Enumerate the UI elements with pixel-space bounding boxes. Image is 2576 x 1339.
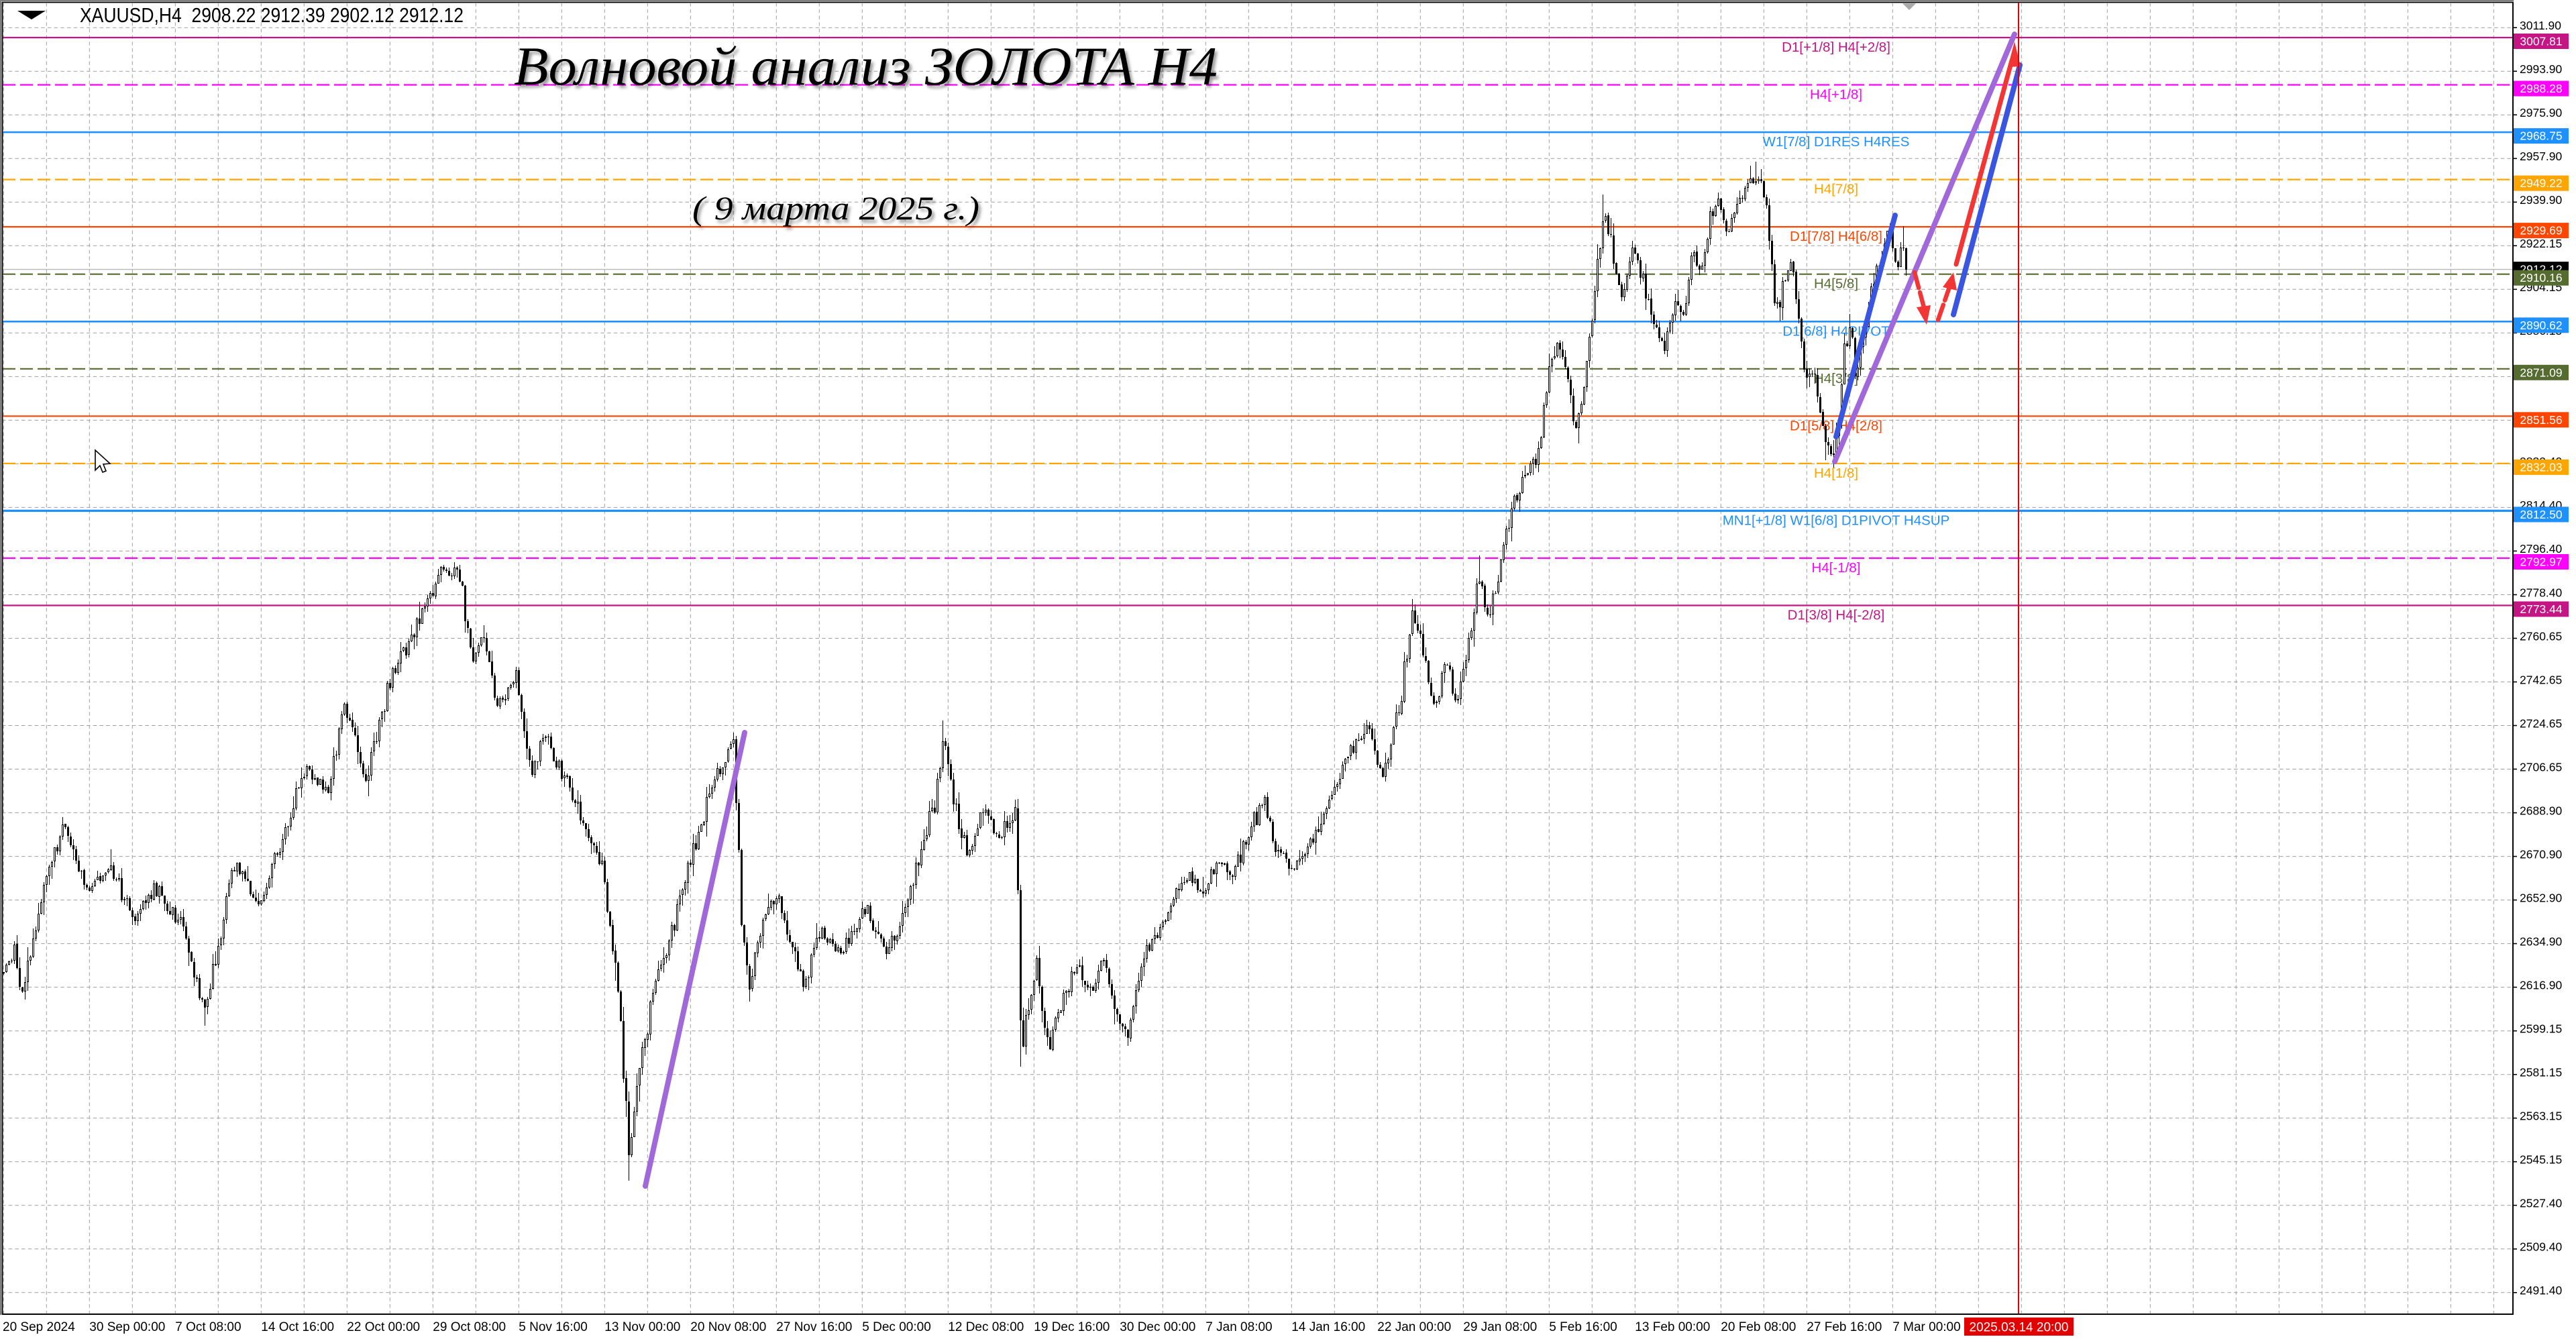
svg-text:2634.90: 2634.90 xyxy=(2520,934,2563,948)
svg-text:2599.15: 2599.15 xyxy=(2520,1022,2562,1036)
svg-text:MN1[+1/8] W1[6/8] D1PIVOT H4SU: MN1[+1/8] W1[6/8] D1PIVOT H4SUP xyxy=(1723,513,1950,528)
svg-text:27 Feb 16:00: 27 Feb 16:00 xyxy=(1807,1320,1882,1334)
svg-text:3011.90: 3011.90 xyxy=(2520,19,2561,32)
svg-text:2581.15: 2581.15 xyxy=(2520,1066,2562,1079)
svg-text:2773.44: 2773.44 xyxy=(2520,602,2563,616)
svg-text:2968.75: 2968.75 xyxy=(2520,129,2562,143)
svg-text:D1[6/8] H4PIVOT: D1[6/8] H4PIVOT xyxy=(1782,323,1890,339)
svg-text:13 Nov 00:00: 13 Nov 00:00 xyxy=(604,1320,680,1334)
svg-text:22 Oct 00:00: 22 Oct 00:00 xyxy=(347,1320,420,1334)
svg-text:2509.40: 2509.40 xyxy=(2520,1240,2563,1254)
svg-text:2688.90: 2688.90 xyxy=(2520,804,2563,817)
svg-text:2527.40: 2527.40 xyxy=(2520,1197,2563,1210)
svg-text:20 Nov 08:00: 20 Nov 08:00 xyxy=(690,1320,766,1334)
svg-text:2742.65: 2742.65 xyxy=(2520,673,2562,686)
svg-text:( 9 марта 2025 г.): ( 9 марта 2025 г.) xyxy=(692,189,979,227)
svg-text:30 Dec 00:00: 30 Dec 00:00 xyxy=(1120,1320,1195,1334)
svg-text:29 Oct 08:00: 29 Oct 08:00 xyxy=(433,1320,506,1334)
svg-text:2025.03.14 20:00: 2025.03.14 20:00 xyxy=(1970,1321,2069,1335)
svg-text:2939.90: 2939.90 xyxy=(2520,193,2563,207)
svg-text:2851.56: 2851.56 xyxy=(2520,413,2562,427)
svg-text:2910.16: 2910.16 xyxy=(2520,271,2562,284)
svg-text:2778.40: 2778.40 xyxy=(2520,586,2563,599)
svg-text:12 Dec 08:00: 12 Dec 08:00 xyxy=(948,1320,1024,1334)
svg-text:2706.65: 2706.65 xyxy=(2520,760,2562,773)
svg-text:2796.40: 2796.40 xyxy=(2520,542,2563,555)
svg-text:2975.90: 2975.90 xyxy=(2520,106,2563,119)
svg-text:14 Oct 16:00: 14 Oct 16:00 xyxy=(261,1320,334,1334)
svg-text:7 Oct 08:00: 7 Oct 08:00 xyxy=(175,1320,241,1334)
svg-text:5 Dec 00:00: 5 Dec 00:00 xyxy=(862,1320,930,1334)
svg-text:2993.90: 2993.90 xyxy=(2520,62,2563,76)
svg-text:H4[3/8]: H4[3/8] xyxy=(1814,371,1858,386)
svg-text:19 Dec 16:00: 19 Dec 16:00 xyxy=(1034,1320,1110,1334)
svg-text:D1[7/8] H4[6/8]: D1[7/8] H4[6/8] xyxy=(1790,229,1882,244)
svg-text:2949.22: 2949.22 xyxy=(2520,176,2562,190)
svg-text:2545.15: 2545.15 xyxy=(2520,1153,2562,1167)
svg-text:29 Jan 08:00: 29 Jan 08:00 xyxy=(1463,1320,1537,1334)
svg-text:2724.65: 2724.65 xyxy=(2520,716,2562,730)
svg-text:2563.15: 2563.15 xyxy=(2520,1110,2562,1123)
svg-text:H4[+1/8]: H4[+1/8] xyxy=(1810,87,1862,103)
svg-text:7 Mar 00:00: 7 Mar 00:00 xyxy=(1892,1320,1960,1334)
svg-text:5 Feb 16:00: 5 Feb 16:00 xyxy=(1549,1320,1617,1334)
svg-text:2890.62: 2890.62 xyxy=(2520,319,2562,332)
svg-text:2616.90: 2616.90 xyxy=(2520,978,2563,992)
svg-text:27 Nov 16:00: 27 Nov 16:00 xyxy=(776,1320,852,1334)
svg-text:Волновой анализ ЗОЛОТА Н4: Волновой анализ ЗОЛОТА Н4 xyxy=(514,36,1218,97)
svg-text:2871.09: 2871.09 xyxy=(2520,366,2562,379)
svg-text:22 Jan 00:00: 22 Jan 00:00 xyxy=(1377,1320,1451,1334)
svg-text:XAUUSD,H4 2908.22 2912.39 290: XAUUSD,H4 2908.22 2912.39 2902.12 2912.1… xyxy=(80,4,464,27)
svg-text:2988.28: 2988.28 xyxy=(2520,82,2562,95)
svg-text:13 Feb 00:00: 13 Feb 00:00 xyxy=(1635,1320,1710,1334)
svg-text:2812.50: 2812.50 xyxy=(2520,508,2563,521)
svg-text:H4[-1/8]: H4[-1/8] xyxy=(1812,560,1861,576)
svg-text:W1[7/8] D1RES H4RES: W1[7/8] D1RES H4RES xyxy=(1763,134,1910,150)
svg-text:5 Nov 16:00: 5 Nov 16:00 xyxy=(519,1320,587,1334)
svg-text:2957.90: 2957.90 xyxy=(2520,150,2563,163)
svg-text:20 Sep 2024: 20 Sep 2024 xyxy=(3,1320,75,1334)
svg-text:2491.40: 2491.40 xyxy=(2520,1284,2563,1297)
svg-text:7 Jan 08:00: 7 Jan 08:00 xyxy=(1205,1320,1272,1334)
svg-text:H4[7/8]: H4[7/8] xyxy=(1814,182,1858,197)
svg-text:30 Sep 00:00: 30 Sep 00:00 xyxy=(89,1320,165,1334)
svg-text:2929.69: 2929.69 xyxy=(2520,224,2562,237)
svg-text:2832.03: 2832.03 xyxy=(2520,460,2562,474)
svg-text:2792.97: 2792.97 xyxy=(2520,555,2562,569)
svg-text:20 Feb 08:00: 20 Feb 08:00 xyxy=(1721,1320,1796,1334)
svg-text:H4[5/8]: H4[5/8] xyxy=(1814,276,1858,292)
svg-text:14 Jan 16:00: 14 Jan 16:00 xyxy=(1291,1320,1365,1334)
svg-text:2760.65: 2760.65 xyxy=(2520,629,2562,643)
svg-text:D1[3/8] H4[-2/8]: D1[3/8] H4[-2/8] xyxy=(1788,608,1885,623)
svg-text:D1[+1/8] H4[+2/8]: D1[+1/8] H4[+2/8] xyxy=(1782,40,1890,55)
svg-text:3007.81: 3007.81 xyxy=(2520,35,2562,48)
svg-text:H4[1/8]: H4[1/8] xyxy=(1814,466,1858,481)
svg-text:2670.90: 2670.90 xyxy=(2520,847,2563,861)
svg-text:2922.15: 2922.15 xyxy=(2520,237,2562,250)
svg-text:2652.90: 2652.90 xyxy=(2520,891,2563,904)
